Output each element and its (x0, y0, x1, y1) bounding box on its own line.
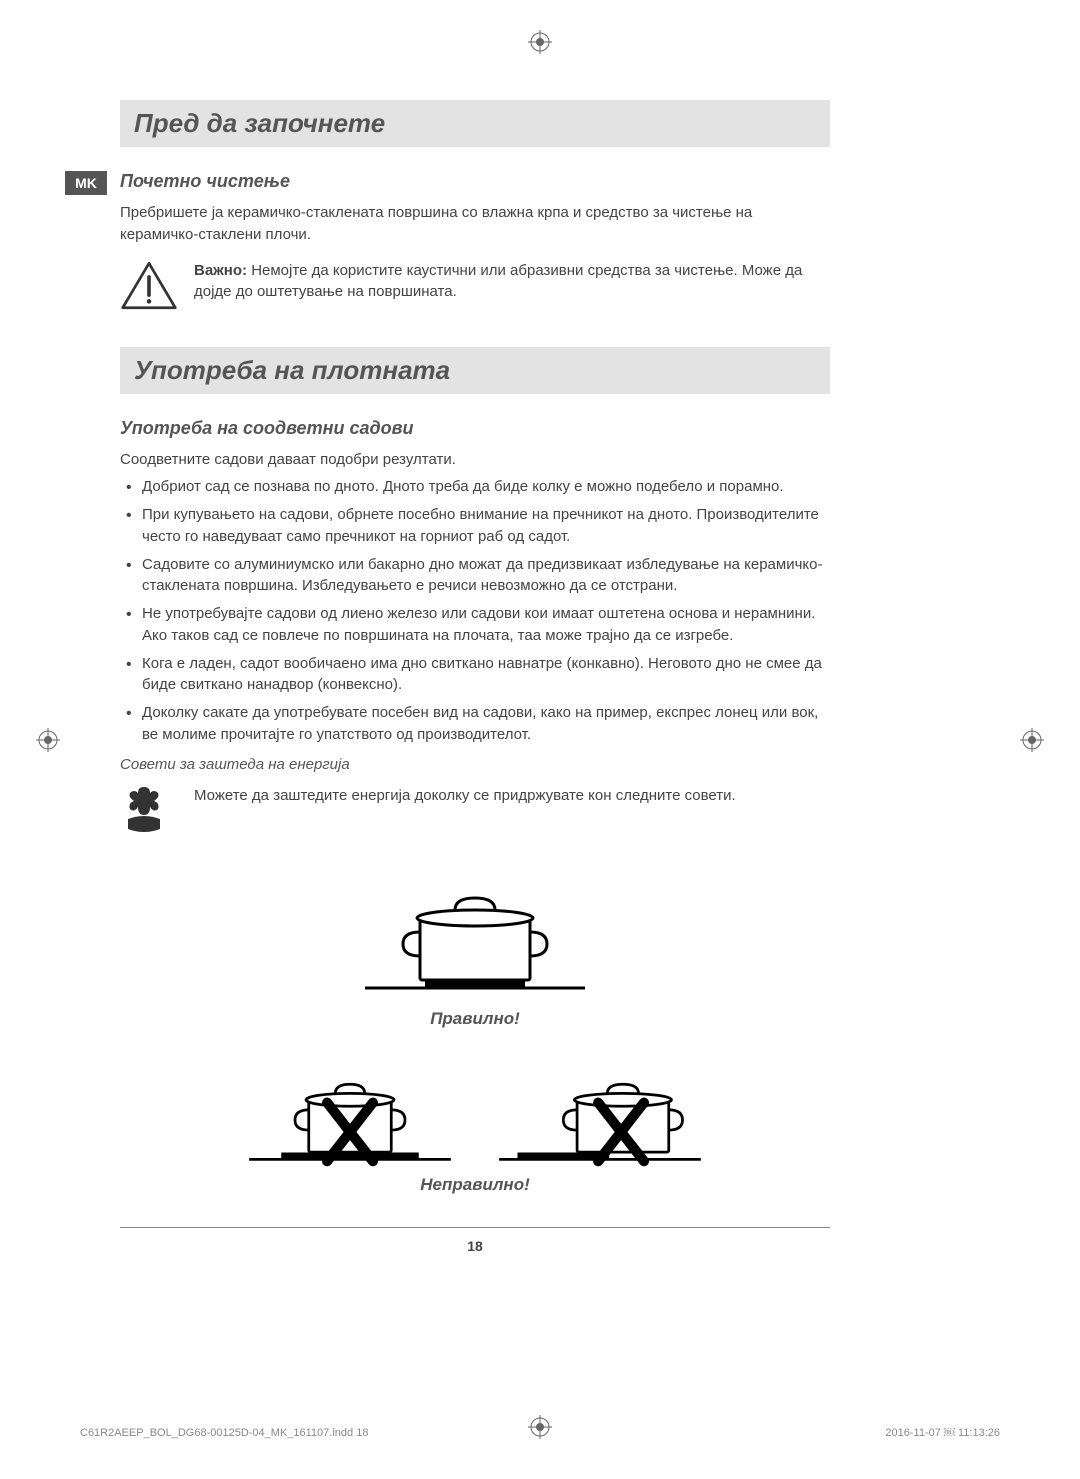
figure-correct: Правилно! (120, 868, 830, 1029)
pot-incorrect-small-icon (240, 1049, 460, 1169)
intro-text-pans: Соодветните садови даваат подобри резулт… (120, 449, 830, 471)
footer-filename: C61R2AEEP_BOL_DG68-00125D-04_MK_161107.i… (80, 1427, 368, 1439)
important-text: Немојте да користите каустични или абраз… (194, 262, 802, 301)
list-item: Кога е ладен, садот вообичаено има дно с… (120, 653, 830, 697)
crop-mark-right (1020, 728, 1044, 752)
print-footer: C61R2AEEP_BOL_DG68-00125D-04_MK_161107.i… (80, 1427, 1000, 1439)
caption-incorrect: Неправилно! (120, 1175, 830, 1195)
list-item: Доколку сакате да употребувате посебен в… (120, 702, 830, 746)
crop-mark-top (528, 30, 552, 54)
crop-mark-left (36, 728, 60, 752)
page-content: Пред да започнете MK Почетно чистење Пре… (120, 100, 830, 1254)
intro-text-cleaning: Пребришете ја керамичко-стаклената површ… (120, 202, 830, 246)
language-badge: MK (65, 171, 107, 195)
energy-tip-text: Можете да заштедите енергија доколку се … (194, 785, 736, 807)
important-note: Важно: Немојте да користите каустични ил… (120, 260, 830, 317)
section-header-using-hob: Употреба на плотната (120, 347, 830, 394)
energy-tip-row: Можете да заштедите енергија доколку се … (120, 785, 830, 838)
list-item: При купувањето на садови, обрнете посебн… (120, 504, 830, 548)
section-header-before-start: Пред да започнете (120, 100, 830, 147)
list-item: Садовите со алуминиумско или бакарно дно… (120, 554, 830, 598)
pot-correct-icon (355, 868, 595, 998)
sub-header-suitable-pans: Употреба на соодветни садови (120, 418, 830, 439)
energy-tips-heading: Совети за заштеда на енергија (120, 756, 830, 773)
footer-timestamp: 2016-11-07 ￼ 11:13:26 (885, 1427, 1000, 1439)
pot-incorrect-offset-icon (490, 1049, 710, 1169)
warning-icon (120, 260, 178, 317)
page-number: 18 (120, 1238, 830, 1254)
flower-icon (120, 785, 178, 838)
sub-header-initial-cleaning: Почетно чистење (120, 171, 830, 192)
figure-incorrect-row (120, 1049, 830, 1169)
list-item: Не употребувајте садови од лиено железо … (120, 603, 830, 647)
caption-correct: Правилно! (120, 1009, 830, 1029)
bullet-list-pans: Добриот сад се познава по дното. Дното т… (120, 476, 830, 745)
list-item: Добриот сад се познава по дното. Дното т… (120, 476, 830, 498)
important-label: Важно: (194, 262, 247, 279)
footer-divider (120, 1227, 830, 1228)
